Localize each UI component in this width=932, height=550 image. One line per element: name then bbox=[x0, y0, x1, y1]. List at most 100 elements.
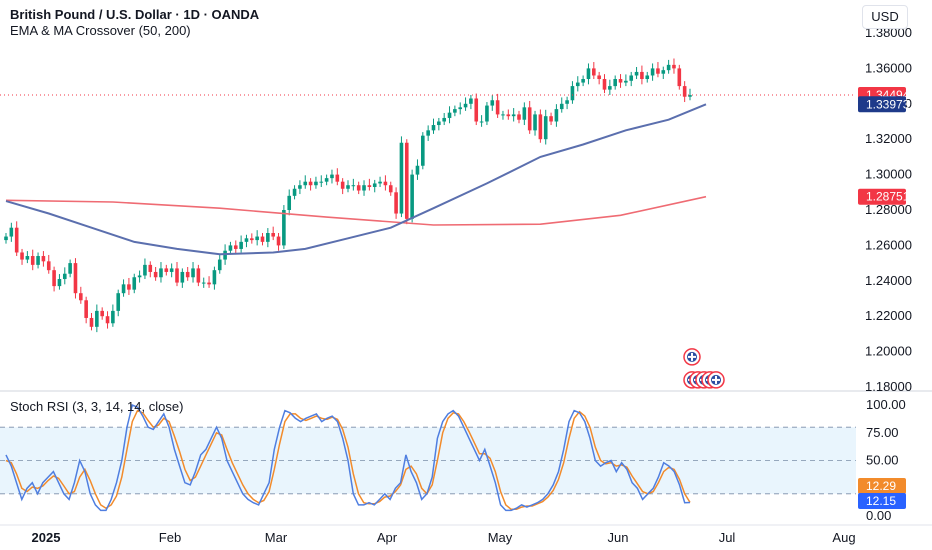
candle-body bbox=[68, 263, 72, 274]
candle-body bbox=[458, 107, 463, 110]
currency-button[interactable]: USD bbox=[862, 5, 908, 29]
stoch-rsi-legend[interactable]: Stoch RSI (3, 3, 14, 14, close) bbox=[10, 399, 184, 414]
candle-body bbox=[666, 64, 671, 71]
time-axis-label: 2025 bbox=[32, 530, 61, 545]
candle-body bbox=[217, 259, 222, 271]
price-axis-label: 1.24000 bbox=[865, 273, 912, 288]
candle-body bbox=[602, 79, 607, 90]
time-axis-label: Mar bbox=[265, 530, 288, 545]
candle-body bbox=[410, 174, 414, 219]
candle-body bbox=[116, 293, 121, 311]
symbol-title[interactable]: British Pound / U.S. Dollar · 1D · OANDA bbox=[10, 7, 260, 22]
candle-body bbox=[79, 293, 83, 301]
price-axis-label: 1.22000 bbox=[865, 308, 912, 323]
candle-body bbox=[404, 142, 409, 219]
ma-value-label: 1.28751 bbox=[866, 190, 910, 204]
time-axis-label: May bbox=[488, 530, 513, 545]
candle-body bbox=[314, 181, 318, 186]
stoch-d-value-badge bbox=[858, 478, 906, 494]
candle-body bbox=[356, 185, 361, 191]
candle-body bbox=[164, 268, 169, 272]
candle-body bbox=[62, 273, 67, 280]
candle-body bbox=[447, 112, 452, 118]
candle-body bbox=[266, 233, 270, 242]
candle-body bbox=[271, 233, 275, 237]
candle-body bbox=[372, 183, 377, 187]
candle-body bbox=[20, 252, 24, 260]
candle-body bbox=[645, 75, 650, 80]
candle-body bbox=[618, 79, 623, 83]
candle-body bbox=[608, 86, 612, 90]
stoch-k-value-badge bbox=[858, 493, 906, 509]
candle-body bbox=[543, 116, 548, 140]
candle-body bbox=[506, 114, 511, 117]
candle-body bbox=[169, 268, 174, 272]
candle-body bbox=[431, 125, 436, 131]
candle-body bbox=[597, 75, 601, 80]
candle-body bbox=[111, 310, 115, 324]
candle-body bbox=[463, 103, 468, 108]
candle-body bbox=[212, 270, 217, 285]
candle-body bbox=[442, 117, 446, 122]
time-axis-label: Apr bbox=[377, 530, 398, 545]
candle-body bbox=[57, 279, 62, 287]
candle-body bbox=[538, 114, 543, 140]
candle-body bbox=[592, 68, 596, 76]
candle-body bbox=[437, 121, 441, 126]
candle-body bbox=[223, 250, 227, 260]
stoch-axis-label: 0.00 bbox=[866, 508, 891, 523]
price-axis-label: 1.28000 bbox=[865, 202, 912, 217]
candle-body bbox=[495, 100, 500, 115]
candle-body bbox=[228, 245, 233, 251]
candle-body bbox=[394, 192, 398, 214]
time-axis-label: Jul bbox=[719, 530, 736, 545]
stoch-d-value-label: 12.29 bbox=[866, 479, 896, 493]
candle-body bbox=[25, 256, 30, 260]
candle-body bbox=[233, 245, 238, 249]
candle-body bbox=[362, 185, 366, 191]
candle-body bbox=[14, 227, 19, 253]
price-axis-label: 1.20000 bbox=[865, 344, 912, 359]
candle-body bbox=[661, 70, 666, 74]
candle-body bbox=[4, 236, 8, 241]
candle-body bbox=[100, 310, 104, 317]
candle-body bbox=[196, 268, 201, 283]
candle-body bbox=[340, 181, 345, 189]
candle-body bbox=[634, 71, 639, 76]
ma-value-badge bbox=[858, 188, 906, 205]
candle-body bbox=[490, 100, 495, 106]
candle-body bbox=[148, 264, 153, 272]
candle-body bbox=[207, 282, 211, 285]
candle-body bbox=[324, 178, 329, 182]
indicator-legend[interactable]: EMA & MA Crossover (50, 200) bbox=[10, 23, 191, 38]
stoch-axis-label: 75.00 bbox=[866, 425, 899, 440]
price-axis-label: 1.36000 bbox=[865, 60, 912, 75]
candle-body bbox=[46, 261, 51, 271]
candle-body bbox=[629, 75, 634, 81]
candle-body bbox=[175, 268, 179, 283]
candle-body bbox=[570, 86, 575, 101]
candle-body bbox=[105, 316, 110, 324]
candle-body bbox=[132, 277, 137, 290]
time-axis-label: Aug bbox=[832, 530, 855, 545]
candle-body bbox=[153, 271, 158, 278]
candle-body bbox=[89, 317, 94, 327]
candle-body bbox=[191, 268, 195, 278]
candle-body bbox=[554, 109, 559, 122]
candle-body bbox=[282, 210, 286, 246]
time-axis-label: Feb bbox=[159, 530, 181, 545]
candle-body bbox=[581, 79, 585, 83]
candle-body bbox=[613, 79, 617, 87]
candle-body bbox=[276, 236, 281, 246]
candle-body bbox=[260, 236, 265, 242]
candle-body bbox=[517, 114, 521, 120]
ema-50-line bbox=[5, 103, 707, 256]
candle-body bbox=[677, 68, 682, 87]
stoch-axis-label: 50.00 bbox=[866, 453, 899, 468]
candle-body bbox=[319, 181, 324, 183]
candle-body bbox=[453, 109, 457, 113]
candle-body bbox=[469, 98, 473, 104]
candle-body bbox=[287, 195, 292, 210]
candle-body bbox=[250, 238, 254, 241]
